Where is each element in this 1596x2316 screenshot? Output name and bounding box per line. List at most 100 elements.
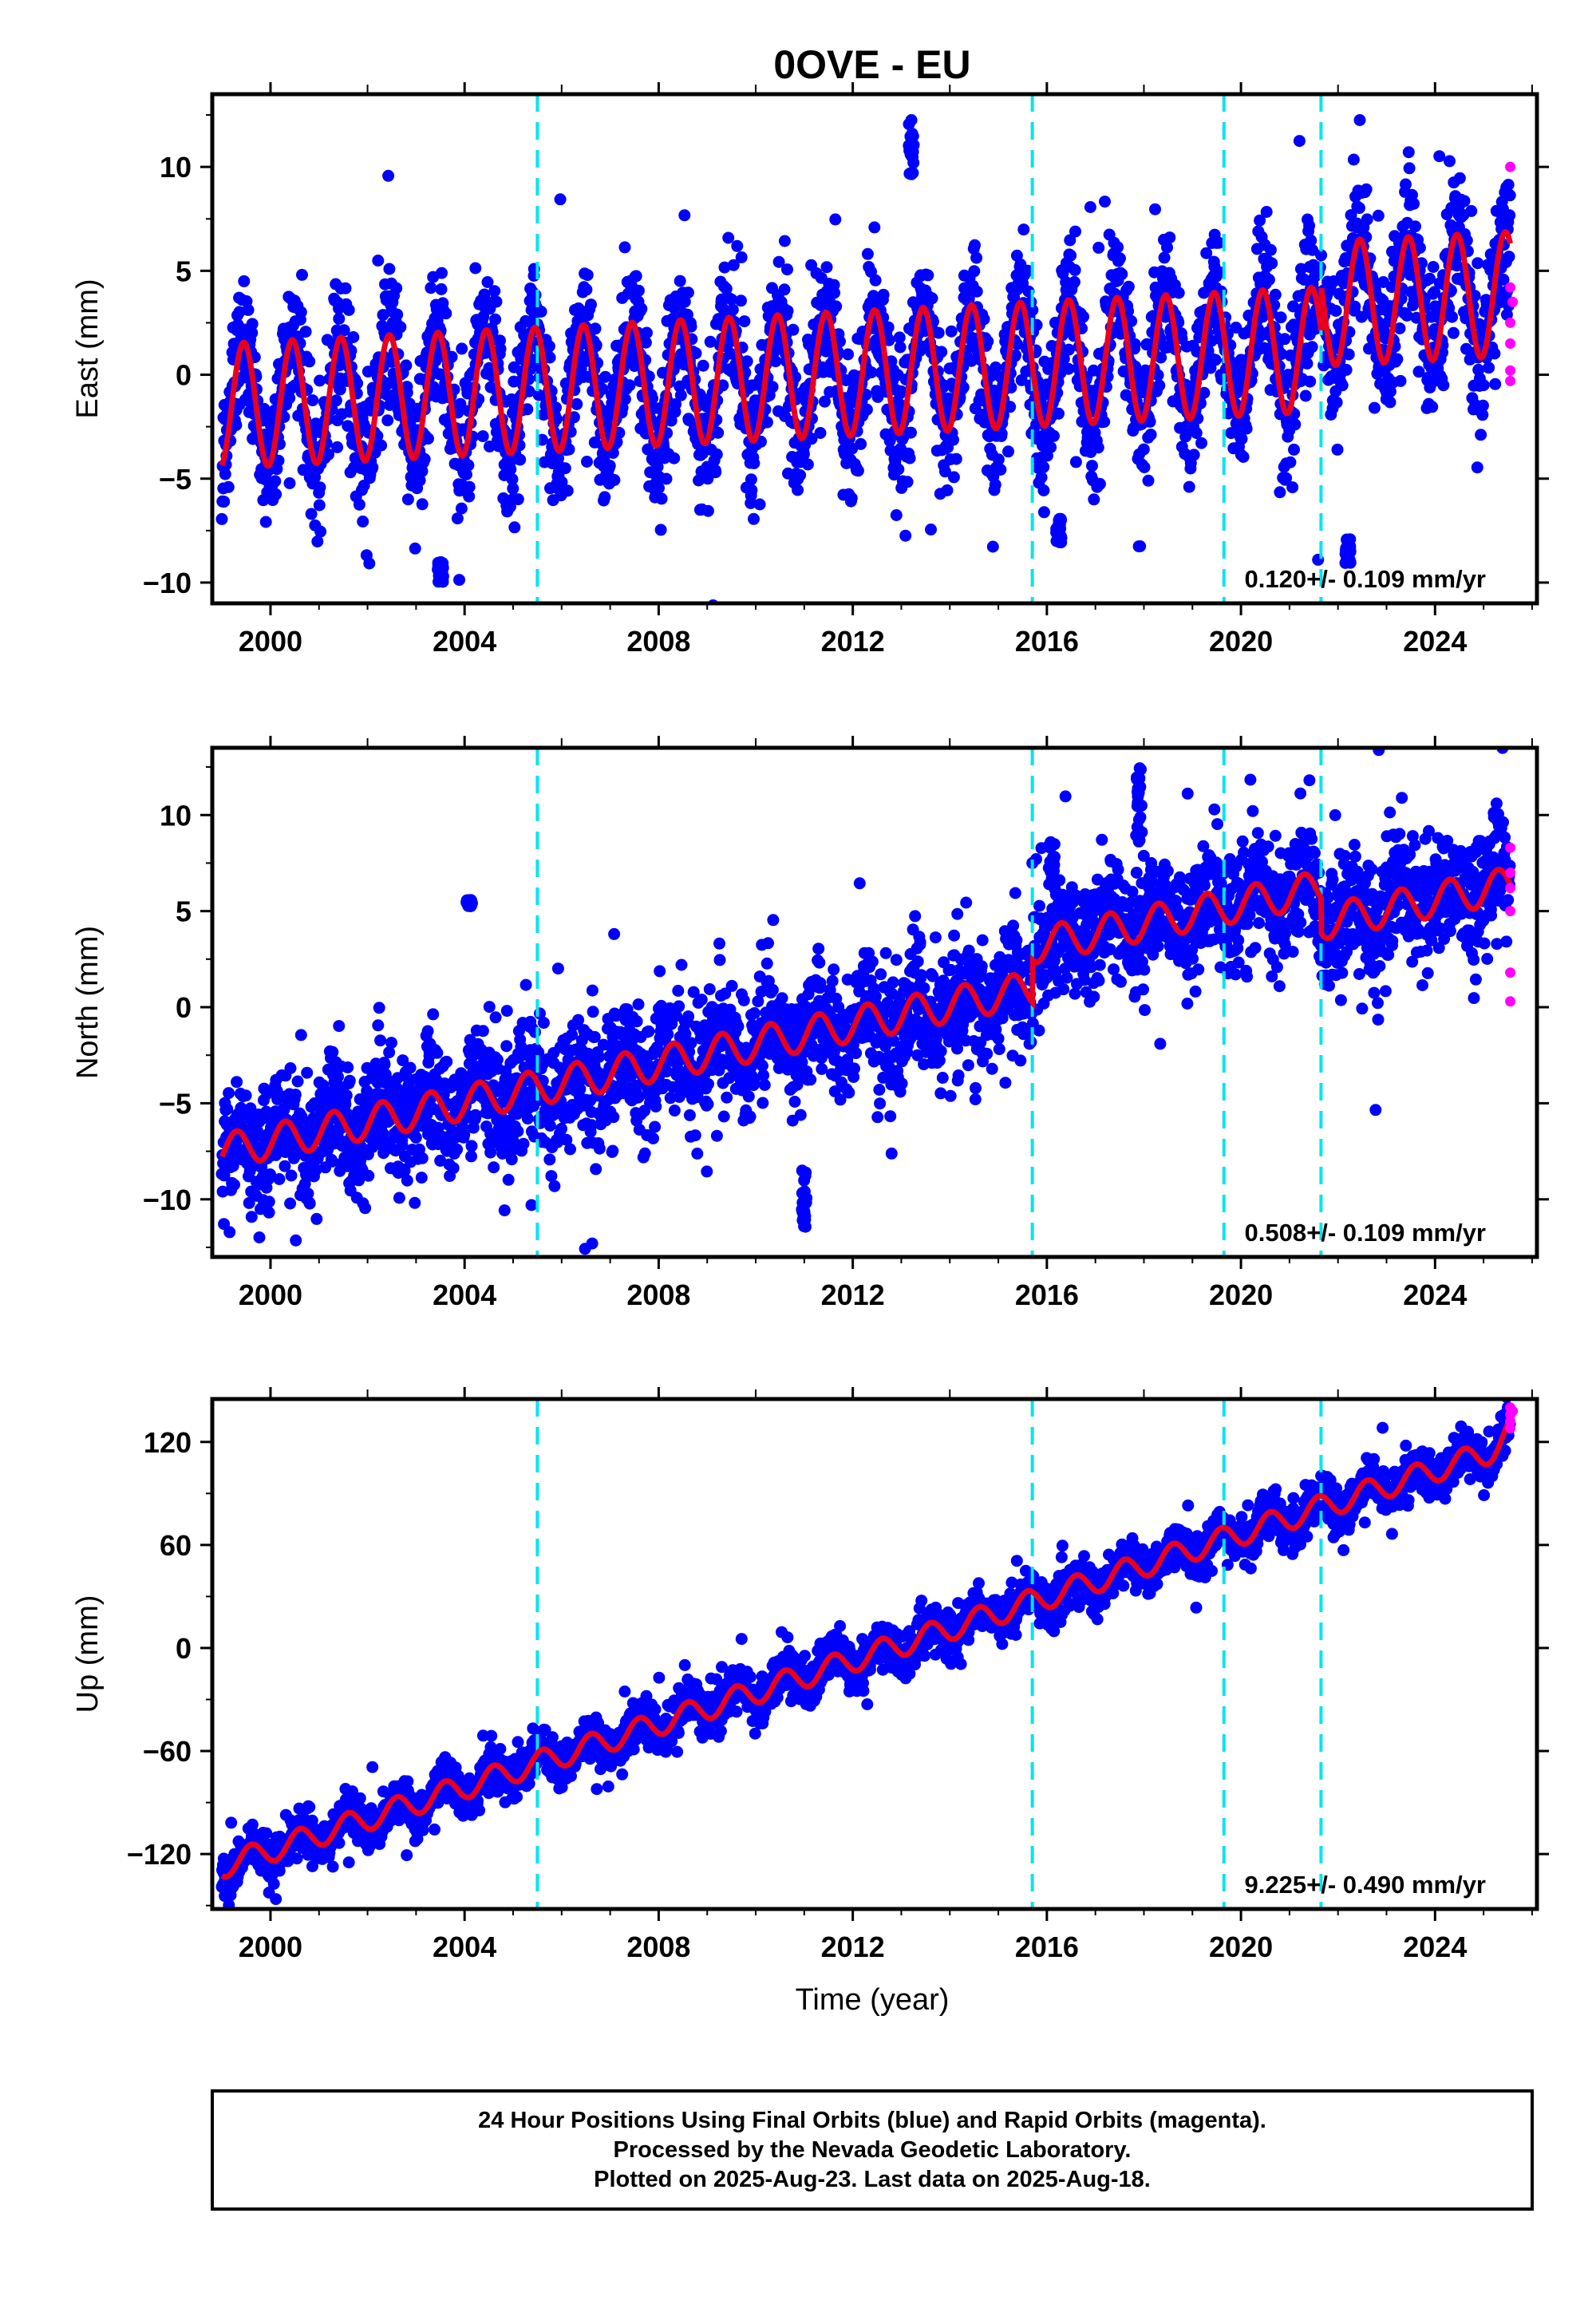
final-orbit-point [1026, 304, 1039, 317]
final-orbit-point [1476, 399, 1489, 412]
final-orbit-point [469, 262, 482, 275]
final-orbit-point [498, 1204, 511, 1217]
final-orbit-point [710, 1129, 723, 1142]
final-orbit-point [726, 303, 739, 316]
final-orbit-point [1503, 251, 1515, 263]
final-orbit-point [1137, 443, 1150, 456]
final-orbit-point [342, 303, 355, 316]
rapid-orbit-point [1505, 338, 1516, 349]
final-orbit-point [223, 1087, 235, 1100]
final-orbit-point [543, 1153, 556, 1166]
final-orbit-point [551, 962, 564, 975]
final-orbit-point [968, 265, 981, 278]
final-orbit-point [1048, 429, 1060, 442]
final-orbit-point [453, 574, 465, 587]
final-orbit-point [359, 1202, 372, 1215]
final-orbit-point [451, 512, 464, 525]
rate-label: 0.120+/- 0.109 mm/yr [1245, 565, 1486, 593]
final-orbit-point [502, 1173, 515, 1186]
final-orbit-point [440, 1055, 453, 1068]
final-orbit-point [986, 540, 999, 553]
final-orbit-point [465, 1140, 478, 1152]
final-orbit-point [445, 350, 458, 363]
final-orbit-point [435, 283, 448, 295]
final-orbit-point [283, 392, 296, 405]
final-orbit-point [366, 461, 379, 474]
final-orbit-point [555, 1122, 567, 1135]
final-orbit-point [701, 1165, 713, 1178]
final-orbit-point [970, 285, 983, 298]
final-orbit-point [507, 482, 519, 495]
final-orbit-point [606, 1144, 619, 1157]
final-orbit-point [860, 403, 873, 416]
final-orbit-point [303, 355, 316, 368]
final-orbit-point [500, 1040, 513, 1053]
final-orbit-point [969, 239, 981, 251]
final-orbit-point [1402, 146, 1415, 159]
final-orbit-point [253, 1231, 266, 1243]
final-orbit-point [567, 411, 580, 424]
final-orbit-point [713, 937, 725, 950]
final-orbit-point [1260, 206, 1273, 218]
final-orbit-point [672, 985, 685, 997]
final-orbit-point [1447, 326, 1460, 339]
final-orbit-point [892, 463, 905, 476]
final-orbit-point [1161, 241, 1173, 254]
final-orbit-point [1475, 429, 1487, 441]
final-orbit-point [1035, 471, 1048, 484]
final-orbit-point [901, 476, 914, 488]
final-orbit-point [1353, 202, 1365, 215]
final-orbit-point [1099, 196, 1111, 208]
final-orbit-point [1037, 460, 1050, 473]
final-orbit-point [720, 283, 733, 295]
final-orbit-point [489, 1011, 502, 1024]
final-orbit-point [545, 1170, 558, 1183]
final-orbit-point [1303, 219, 1316, 232]
final-orbit-point [970, 251, 983, 264]
final-orbit-point [1483, 362, 1495, 374]
final-orbit-point [1427, 261, 1440, 273]
final-orbit-point [245, 1211, 258, 1223]
final-orbit-point [947, 471, 960, 484]
final-orbit-point [272, 454, 285, 467]
x-tick-label: 2004 [433, 625, 496, 658]
final-orbit-point [865, 366, 878, 379]
final-orbit-point [1190, 427, 1203, 439]
final-orbit-point [463, 490, 476, 503]
final-orbit-point [343, 1074, 356, 1087]
final-orbit-point [561, 484, 574, 497]
final-orbit-point [1086, 460, 1098, 472]
final-orbit-point [593, 1050, 606, 1063]
final-orbit-point [394, 321, 407, 334]
final-orbit-point [642, 1025, 655, 1037]
final-orbit-point [219, 468, 231, 480]
final-orbit-point [1306, 341, 1318, 354]
final-orbit-point [215, 512, 228, 525]
final-orbit-point [273, 1173, 286, 1185]
final-orbit-point [1502, 179, 1515, 191]
final-orbit-point [893, 331, 906, 344]
final-orbit-point [270, 488, 282, 500]
final-orbit-point [314, 481, 326, 494]
final-orbit-point [683, 1109, 696, 1121]
final-orbit-point [301, 1066, 314, 1079]
final-orbit-point [1235, 433, 1248, 445]
final-orbit-point [488, 285, 501, 298]
final-orbit-point [1368, 401, 1381, 414]
final-orbit-point [333, 312, 346, 325]
final-orbit-point [922, 269, 934, 282]
final-orbit-point [741, 355, 753, 368]
final-orbit-point [447, 1162, 460, 1175]
final-orbit-point [381, 414, 394, 427]
final-orbit-point [787, 323, 800, 336]
final-orbit-point [512, 493, 524, 506]
final-orbit-point [363, 557, 376, 570]
final-orbit-point [712, 426, 725, 439]
final-orbit-point [938, 465, 951, 478]
final-orbit-point [1057, 353, 1070, 366]
rapid-orbit-point [1505, 161, 1516, 172]
x-tick-label: 2016 [1015, 625, 1079, 658]
final-orbit-point [725, 979, 738, 992]
final-orbit-point [586, 984, 598, 997]
